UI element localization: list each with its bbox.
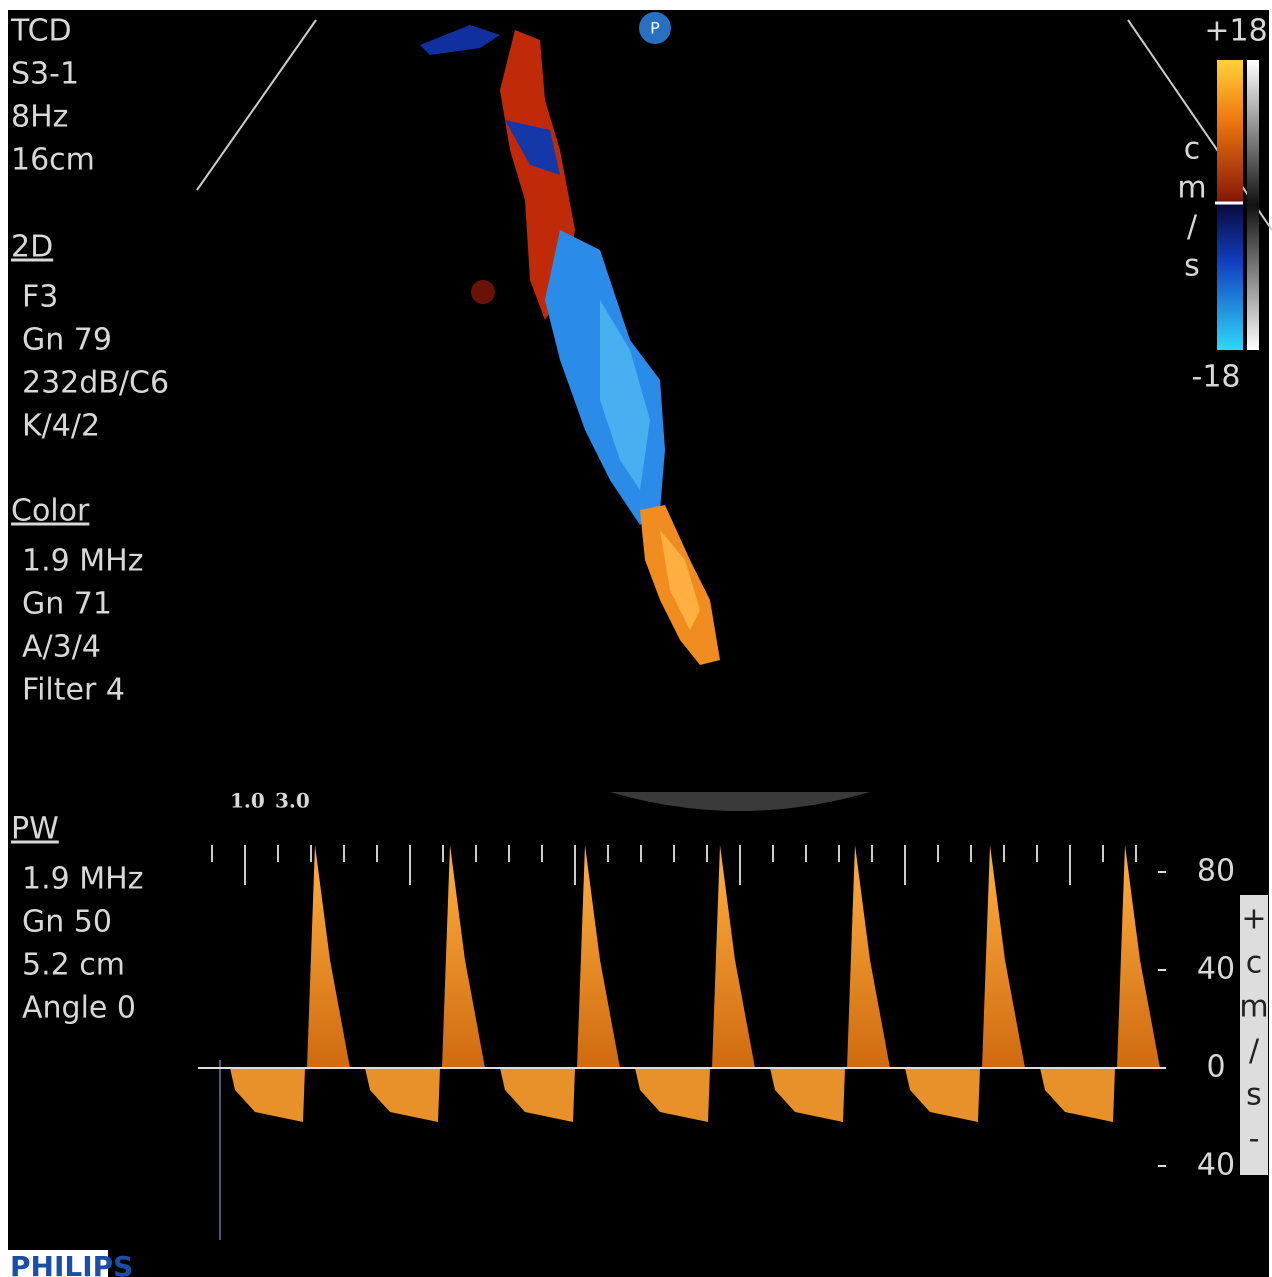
setting: 1.9 MHz xyxy=(22,544,143,579)
sector-edge xyxy=(196,19,317,191)
axis-unit: s xyxy=(1246,1078,1262,1113)
scale-unit: s xyxy=(1184,249,1200,284)
setting: 8Hz xyxy=(11,100,68,135)
axis-unit: + xyxy=(1241,902,1266,937)
systolic-peak xyxy=(1117,845,1160,1068)
setting: 232dB/C6 xyxy=(22,366,169,401)
spectrum-waveform xyxy=(211,845,1160,1122)
scale-unit: m xyxy=(1177,171,1206,206)
systolic-peak xyxy=(982,845,1025,1068)
setting: K/4/2 xyxy=(22,409,100,444)
logo-box xyxy=(8,1250,108,1277)
systolic-peak xyxy=(847,845,890,1068)
sweep-scale: 1.0 xyxy=(230,789,265,813)
marker-badge xyxy=(639,12,671,44)
setting: Gn 71 xyxy=(22,587,112,622)
scale-unit: / xyxy=(1187,210,1198,245)
setting: F3 xyxy=(22,280,58,315)
axis-unit: m xyxy=(1239,990,1268,1025)
systolic-peak xyxy=(442,845,485,1068)
scale-top: +18 xyxy=(1204,14,1267,49)
section-title: PW xyxy=(11,812,59,847)
reverse-flow xyxy=(365,1068,440,1122)
gray-bar xyxy=(1247,60,1259,350)
labels: TCD S3-1 8Hz 16cm 2D F3 Gn 79 232dB/C6 K/4/2 Colo… xyxy=(10,14,1269,1183)
setting: 5.2 cm xyxy=(22,948,125,983)
setting: Gn 50 xyxy=(22,905,112,940)
setting: Angle 0 xyxy=(22,991,136,1026)
setting: Gn 79 xyxy=(22,323,112,358)
axis-unit: / xyxy=(1249,1034,1260,1069)
pw-gate-preview xyxy=(610,792,870,811)
setting: Filter 4 xyxy=(22,673,125,708)
systolic-peak xyxy=(307,845,350,1068)
reverse-flow xyxy=(905,1068,980,1122)
axis-label: 0 xyxy=(1206,1050,1225,1085)
scale-unit: c xyxy=(1184,132,1201,167)
reverse-flow xyxy=(1040,1068,1115,1122)
color-flow xyxy=(420,25,720,665)
setting: TCD xyxy=(10,14,72,49)
axis-unit: c xyxy=(1246,946,1263,981)
axis-unit: - xyxy=(1249,1122,1260,1157)
axis-label: 80 xyxy=(1197,854,1235,889)
scale-bottom: -18 xyxy=(1192,360,1241,395)
setting: 1.9 MHz xyxy=(22,862,143,897)
reverse-flow xyxy=(635,1068,710,1122)
sweep-scale: 3.0 xyxy=(275,789,310,813)
setting: A/3/4 xyxy=(22,630,101,665)
color-bar xyxy=(1217,60,1243,350)
reverse-flow xyxy=(500,1068,575,1122)
background xyxy=(8,10,1269,1277)
section-title: 2D xyxy=(11,230,53,265)
logo: PHILIPS xyxy=(10,1250,133,1277)
setting: S3-1 xyxy=(11,57,79,92)
systolic-peak xyxy=(712,845,755,1068)
reverse-flow xyxy=(770,1068,845,1122)
marker: P xyxy=(650,19,660,38)
setting: 16cm xyxy=(11,143,95,178)
unit-box xyxy=(1240,895,1268,1175)
systolic-peak xyxy=(577,845,620,1068)
reverse-flow xyxy=(230,1068,305,1122)
section-title: Color xyxy=(11,494,90,529)
axis-label: 40 xyxy=(1197,1148,1235,1183)
axis-label: 40 xyxy=(1197,952,1235,987)
